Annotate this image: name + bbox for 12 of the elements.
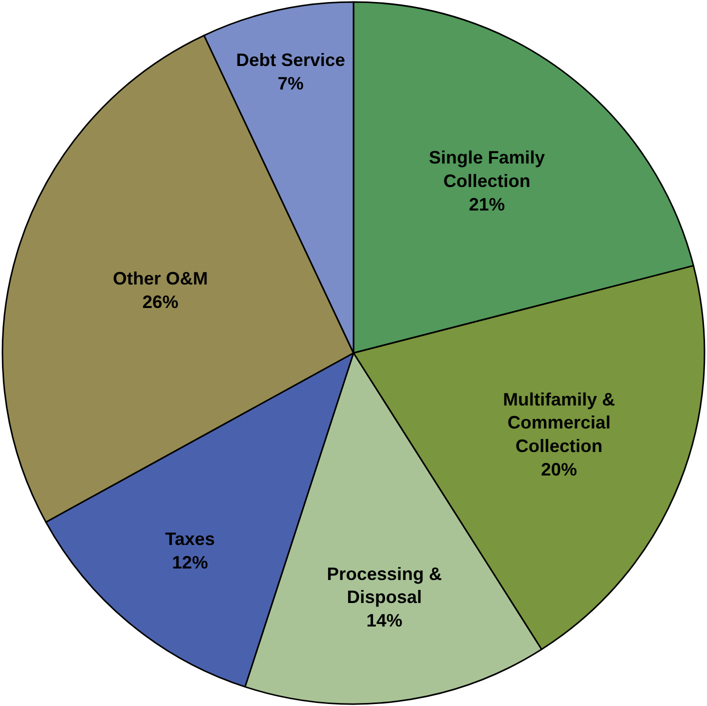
slice-label: Other O&M <box>112 268 208 289</box>
slice-label: Multifamily & Commercial Collection <box>503 389 616 456</box>
slice-label: Single Family Collection <box>428 148 545 192</box>
slice-label: Debt Service <box>236 50 346 70</box>
data-label: 12% <box>172 552 208 572</box>
data-label: 26% <box>142 292 178 312</box>
data-label: 14% <box>366 610 402 631</box>
slice-label: Taxes <box>165 528 215 549</box>
data-label: 7% <box>278 73 304 94</box>
data-label: 21% <box>468 194 505 214</box>
data-label: 20% <box>541 459 578 480</box>
slice-label: Processing & Disposal <box>326 564 442 608</box>
